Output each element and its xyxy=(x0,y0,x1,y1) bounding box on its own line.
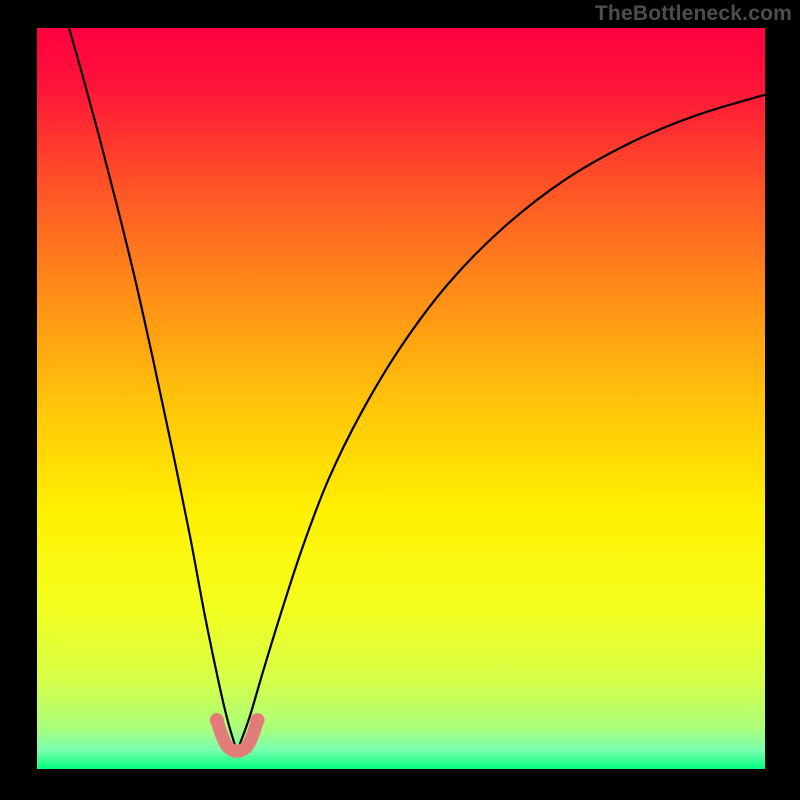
chart-stage: TheBottleneck.com xyxy=(0,0,800,800)
gradient-background xyxy=(37,28,765,769)
minimum-marker-dot-1 xyxy=(251,713,265,727)
watermark-text: TheBottleneck.com xyxy=(595,2,792,26)
minimum-marker-dot-0 xyxy=(210,713,224,727)
chart-svg xyxy=(0,0,800,800)
